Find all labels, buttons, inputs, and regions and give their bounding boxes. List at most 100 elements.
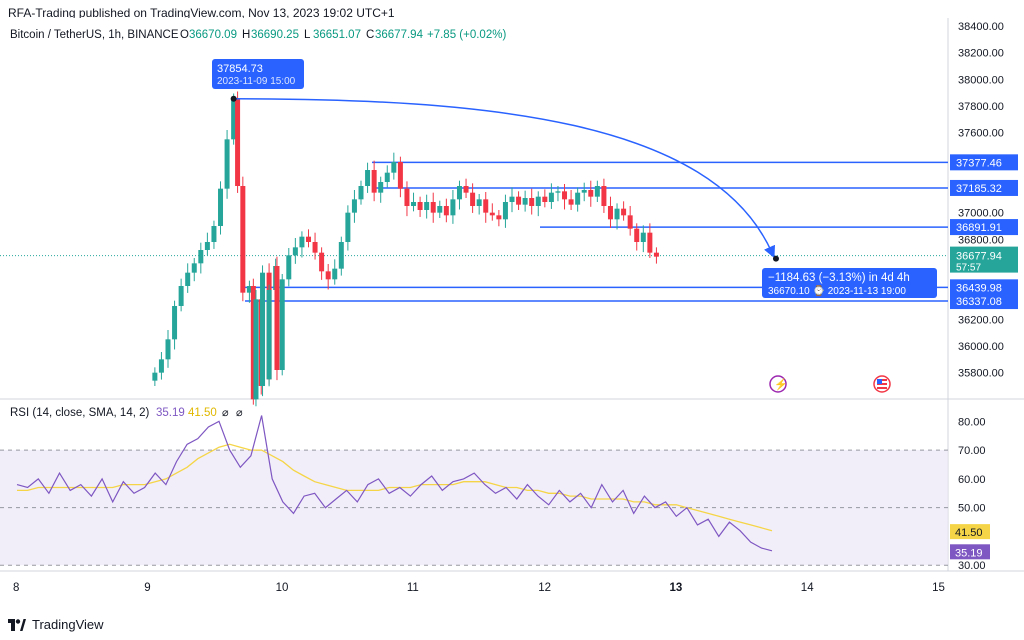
price-tick-label: 38400.00 xyxy=(958,21,1004,33)
curve-line[interactable] xyxy=(233,98,775,259)
candle-body xyxy=(397,162,403,189)
candle-body xyxy=(250,286,256,400)
us-flag-event-icon[interactable] xyxy=(873,375,891,393)
rsi-hidden-icon-2: ⌀ xyxy=(236,407,243,419)
level-price-label: 37377.46 xyxy=(956,157,1002,169)
candle-body xyxy=(351,199,357,213)
candle-body xyxy=(502,202,508,220)
ohlc-value-l: 36651.07 xyxy=(313,29,361,41)
candle-body xyxy=(463,186,469,193)
rsi-legend-value: 35.19 xyxy=(156,407,185,419)
high-callout[interactable]: 37854.73 2023-11-09 15:00 xyxy=(212,59,304,89)
candle-body xyxy=(542,196,548,202)
candle-body xyxy=(292,247,298,256)
candle-body xyxy=(456,186,462,200)
price-tick-label: 37800.00 xyxy=(958,101,1004,113)
ohlc-value-o: 36670.09 xyxy=(189,29,237,41)
price-tick-label: 36000.00 xyxy=(958,341,1004,353)
time-axis[interactable]: 8 9 10 11 12 13 14 15 xyxy=(13,582,945,594)
measure-callout-detail: 36670.10 ⌚ 2023-11-13 19:00 xyxy=(768,284,906,297)
lightning-event-icon[interactable]: ⚡ xyxy=(769,375,788,393)
level-price-label: 36337.08 xyxy=(956,296,1002,308)
rsi-legend[interactable]: RSI (14, close, SMA, 14, 2) xyxy=(10,407,150,419)
candle-body xyxy=(152,372,158,381)
candle-body xyxy=(450,199,456,216)
rsi-tick-label: 60.00 xyxy=(958,474,986,486)
candle-body xyxy=(417,202,423,210)
candle-body xyxy=(371,170,377,193)
price-tick-label: 35800.00 xyxy=(958,368,1004,380)
candle-body xyxy=(218,188,224,226)
candle-body xyxy=(640,232,646,242)
price-tick-label: 37000.00 xyxy=(958,208,1004,220)
candle-body xyxy=(581,190,587,193)
candle-body xyxy=(430,202,436,213)
candle-body xyxy=(332,268,338,280)
candle-body xyxy=(165,339,171,360)
candle-body xyxy=(476,199,482,206)
measure-callout-change: −1184.63 (−3.13%) in 4d 4h xyxy=(768,272,910,284)
candle-body xyxy=(274,266,280,370)
time-tick-label: 15 xyxy=(932,582,945,594)
candle-body xyxy=(178,286,184,306)
candle-body xyxy=(185,272,191,286)
candle-body xyxy=(211,226,217,242)
measure-callout[interactable]: −1184.63 (−3.13%) in 4d 4h 36670.10 ⌚ 20… xyxy=(762,268,937,298)
rsi-legend-sma: 41.50 xyxy=(188,407,217,419)
rsi-line xyxy=(16,415,773,552)
candle-body xyxy=(312,242,318,253)
candle-body xyxy=(443,206,449,216)
rsi-tick-label: 30.00 xyxy=(958,560,986,572)
curve-drawing[interactable] xyxy=(230,95,779,262)
curve-end-point[interactable] xyxy=(772,255,779,262)
candle-body xyxy=(260,272,266,386)
rsi-value-tag xyxy=(950,544,990,560)
high-callout-price: 37854.73 xyxy=(217,63,263,75)
candle-body xyxy=(325,271,331,280)
candle-body xyxy=(286,255,292,280)
level-price-label: 36891.91 xyxy=(956,222,1002,234)
price-tick-label: 36200.00 xyxy=(958,314,1004,326)
bar-countdown-label: 57:57 xyxy=(956,263,981,274)
footer-brand[interactable]: TradingView xyxy=(8,617,104,632)
rsi-tick-label: 70.00 xyxy=(958,445,986,457)
rsi-hidden-icon: ⌀ xyxy=(222,407,229,419)
candle-body xyxy=(529,198,535,206)
candle-body xyxy=(607,206,613,220)
ohlc-key-c: C xyxy=(366,29,374,41)
candle-body xyxy=(601,186,607,206)
candle-body xyxy=(555,191,561,193)
candle-body xyxy=(246,286,252,293)
chart-canvas[interactable]: 38400.00 38200.00 38000.00 37800.00 37600.00… xyxy=(0,18,1024,616)
candle-body xyxy=(647,232,653,253)
candle-body xyxy=(522,198,528,205)
time-tick-label: 14 xyxy=(801,582,814,594)
ohlc-values: O 36670.09 H 36690.25 L 36651.07 C 36677.94 xyxy=(180,29,424,41)
price-axis[interactable]: 38400.00 38200.00 38000.00 37800.00 37600.00… xyxy=(958,21,1004,380)
candle-body xyxy=(240,186,246,293)
candle-body xyxy=(568,199,574,205)
candle-body xyxy=(266,290,272,380)
time-tick-label: 12 xyxy=(538,582,551,594)
time-tick-label: 11 xyxy=(407,582,419,594)
time-tick-label: 13 xyxy=(670,582,683,594)
symbol-title[interactable]: Bitcoin / TetherUS, 1h, BINANCE xyxy=(10,29,179,41)
rsi-sma-tag xyxy=(950,524,990,540)
candle-body xyxy=(437,206,443,213)
level-price-tag xyxy=(950,293,1018,310)
svg-text:⚡: ⚡ xyxy=(774,378,788,391)
candle-body xyxy=(378,182,384,193)
ohlc-value-c: 36677.94 xyxy=(375,29,424,41)
candle-body xyxy=(496,215,502,220)
rsi-indicator: 80.00 70.00 60.00 50.00 30.00 41.50 35.19 xyxy=(0,415,990,572)
candle-body xyxy=(509,196,515,202)
candle-body xyxy=(279,279,285,370)
last-price-label: 36677.94 xyxy=(956,251,1002,263)
level-price-tag xyxy=(950,279,1018,296)
candle-body xyxy=(424,202,430,210)
candle-body xyxy=(548,192,554,202)
level-price-label: 36439.98 xyxy=(956,282,1002,294)
candles xyxy=(152,91,659,407)
curve-start-point[interactable] xyxy=(230,95,237,102)
candle-body xyxy=(621,208,627,216)
